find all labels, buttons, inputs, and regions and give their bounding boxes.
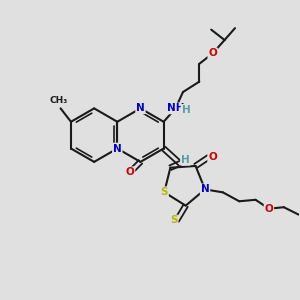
Text: N: N — [113, 143, 122, 154]
Text: H: H — [182, 105, 190, 115]
Text: O: O — [208, 48, 217, 59]
Text: NH: NH — [167, 103, 184, 113]
Text: S: S — [170, 215, 178, 226]
Text: CH₃: CH₃ — [50, 96, 68, 105]
Text: S: S — [160, 187, 168, 197]
Text: O: O — [265, 204, 273, 214]
Text: H: H — [181, 155, 190, 165]
Text: O: O — [208, 152, 217, 162]
Text: N: N — [201, 184, 209, 194]
Text: O: O — [126, 167, 134, 177]
Text: N: N — [136, 103, 145, 113]
